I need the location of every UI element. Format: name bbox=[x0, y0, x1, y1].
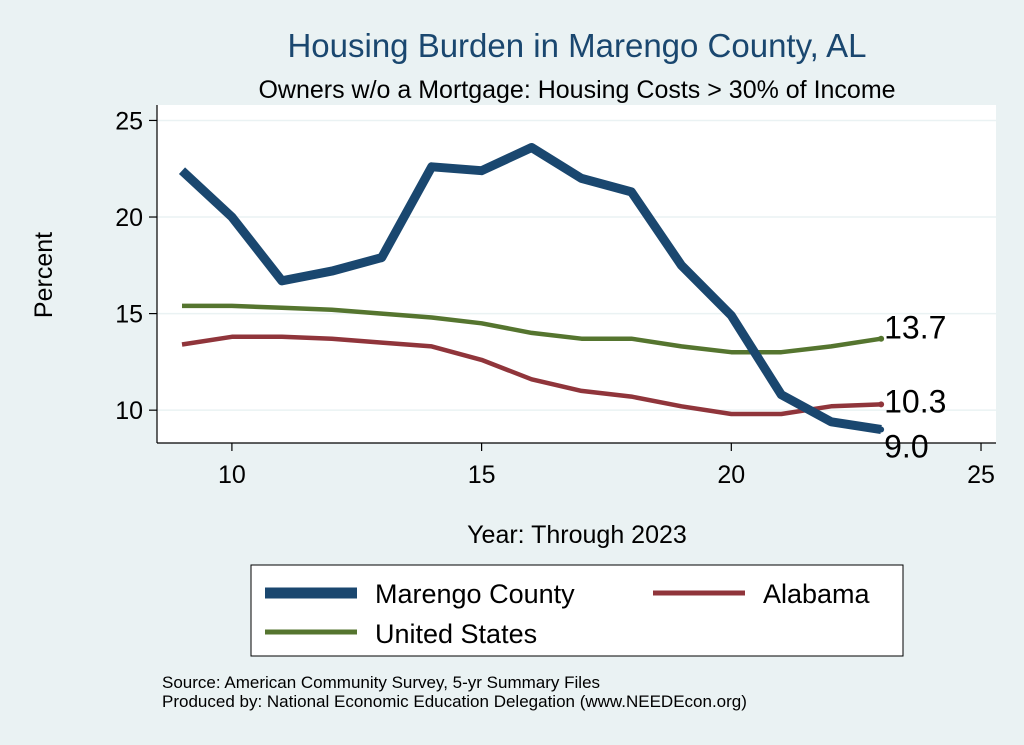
x-tick-label-15: 15 bbox=[468, 461, 496, 489]
legend-box bbox=[250, 564, 904, 657]
y-tick-label-25: 25 bbox=[115, 107, 143, 135]
end-marker-united-states bbox=[878, 335, 885, 342]
x-axis-label: Year: Through 2023 bbox=[467, 521, 687, 549]
series-line-marengo-county bbox=[178, 143, 882, 434]
plot-area bbox=[157, 105, 996, 443]
y-tick-label-20: 20 bbox=[115, 204, 143, 232]
chart-title: Housing Burden in Marengo County, AL bbox=[287, 27, 866, 64]
end-label-alabama: 10.3 bbox=[884, 383, 946, 419]
chart-subtitle: Owners w/o a Mortgage: Housing Costs > 3… bbox=[258, 76, 895, 104]
end-label-united-states: 13.7 bbox=[884, 310, 946, 346]
end-label-marengo-county: 9.0 bbox=[884, 428, 928, 464]
series-lines bbox=[178, 143, 882, 434]
series-line-united-states bbox=[182, 303, 882, 355]
legend-label-marengo-county: Marengo County bbox=[375, 579, 575, 609]
y-axis-label: Percent bbox=[30, 232, 58, 318]
source-note: Source: American Community Survey, 5-yr … bbox=[162, 673, 600, 692]
end-marker-marengo-county bbox=[878, 426, 885, 433]
x-tick-label-10: 10 bbox=[218, 461, 246, 489]
series-line-alabama bbox=[181, 334, 882, 417]
legend: Marengo County Alabama United States bbox=[250, 564, 904, 657]
end-marker-alabama bbox=[878, 401, 885, 408]
y-tick-label-10: 10 bbox=[115, 397, 143, 425]
axes: 10 15 20 25 10 15 20 25 bbox=[115, 105, 996, 489]
grid-lines bbox=[157, 119, 996, 411]
x-tick-label-20: 20 bbox=[717, 461, 745, 489]
legend-label-alabama: Alabama bbox=[763, 579, 871, 609]
x-tick-label-25: 25 bbox=[967, 461, 995, 489]
y-tick-label-15: 15 bbox=[115, 301, 143, 329]
end-labels: 9.0 10.3 13.7 bbox=[878, 310, 946, 464]
legend-label-united-states: United States bbox=[375, 619, 537, 649]
produced-note: Produced by: National Economic Education… bbox=[162, 692, 747, 711]
